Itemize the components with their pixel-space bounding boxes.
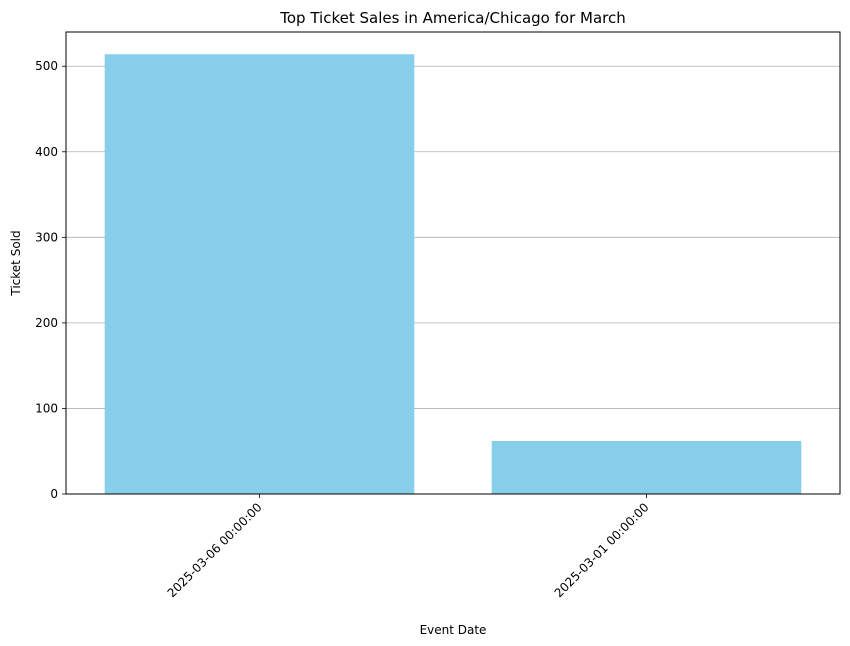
x-axis-label: Event Date (420, 623, 487, 637)
x-tick-label: 2025-03-06 00:00:00 (165, 500, 265, 600)
x-tick-label: 2025-03-01 00:00:00 (552, 500, 652, 600)
y-axis-ticks: 0 100 200 300 400 500 (35, 59, 66, 501)
bar (491, 440, 802, 494)
bar (104, 54, 415, 494)
y-tick-label: 0 (50, 487, 58, 501)
y-tick-label: 500 (35, 59, 58, 73)
y-tick-label: 100 (35, 401, 58, 415)
y-tick-label: 300 (35, 230, 58, 244)
y-axis-label: Ticket Sold (9, 230, 23, 296)
plot-frame (65, 31, 841, 495)
x-axis-ticks: 2025-03-06 00:00:00 2025-03-01 00:00:00 (165, 494, 652, 600)
y-tick-label: 200 (35, 316, 58, 330)
bars (104, 54, 802, 494)
chart-title: Top Ticket Sales in America/Chicago for … (279, 9, 625, 27)
y-tick-label: 400 (35, 145, 58, 159)
axes (65, 31, 841, 495)
